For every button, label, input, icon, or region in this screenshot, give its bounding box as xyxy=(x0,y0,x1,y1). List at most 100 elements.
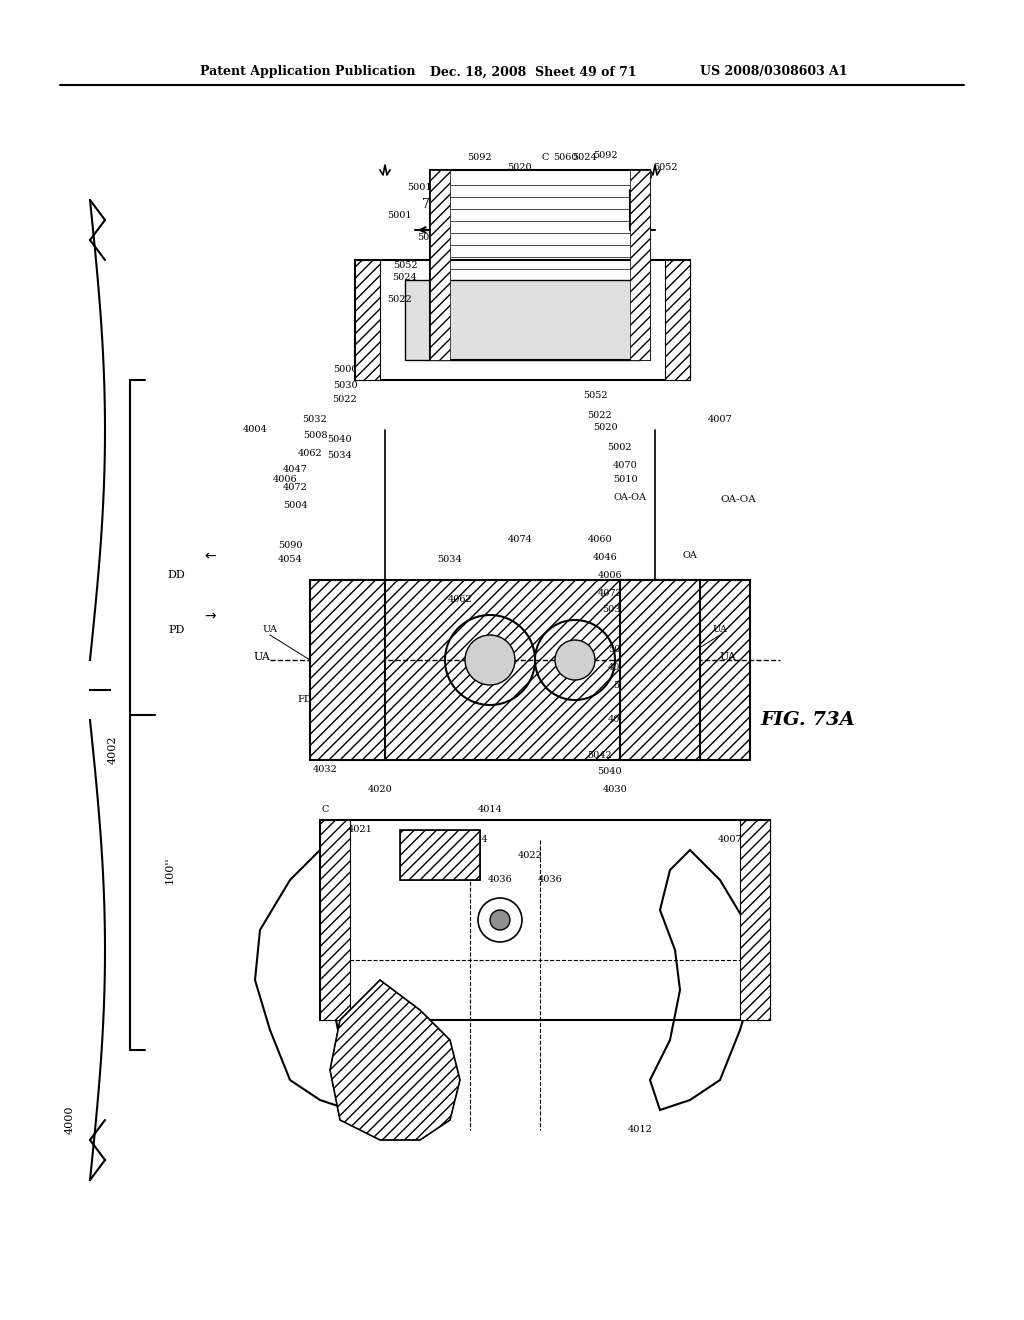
Text: 100'': 100'' xyxy=(165,857,175,884)
Text: 5034: 5034 xyxy=(437,556,463,565)
Text: 4040: 4040 xyxy=(333,635,357,644)
Text: 4072: 4072 xyxy=(598,589,623,598)
Text: 4070: 4070 xyxy=(612,461,637,470)
Bar xyxy=(400,830,480,880)
Text: UA: UA xyxy=(713,626,727,635)
Text: 5022: 5022 xyxy=(588,411,612,420)
Text: 5094: 5094 xyxy=(612,681,637,689)
Text: 4020: 4020 xyxy=(368,785,392,795)
Polygon shape xyxy=(330,979,460,1140)
Text: 5001: 5001 xyxy=(408,183,432,193)
Text: 5022: 5022 xyxy=(388,296,413,305)
Text: 5020: 5020 xyxy=(593,424,617,433)
Text: 5092: 5092 xyxy=(468,153,493,162)
Text: 4030: 4030 xyxy=(603,785,628,795)
Text: 5024: 5024 xyxy=(392,273,418,282)
Bar xyxy=(620,579,700,760)
Bar xyxy=(400,830,480,880)
Text: 4000: 4000 xyxy=(65,1106,75,1134)
Text: 4074: 4074 xyxy=(508,536,532,544)
Bar xyxy=(355,260,380,380)
Text: Patent Application Publication: Patent Application Publication xyxy=(200,66,416,78)
Text: 4014: 4014 xyxy=(477,805,503,814)
Text: 5042: 5042 xyxy=(588,751,612,759)
Circle shape xyxy=(465,635,515,685)
Text: 5094: 5094 xyxy=(463,836,487,845)
Text: 5030: 5030 xyxy=(333,380,357,389)
Text: 5002: 5002 xyxy=(607,444,632,453)
Text: 4050: 4050 xyxy=(607,664,632,672)
Text: FD: FD xyxy=(298,696,312,705)
Bar xyxy=(355,260,690,380)
Bar xyxy=(310,579,385,760)
Text: 5008: 5008 xyxy=(303,430,328,440)
Bar xyxy=(630,170,650,360)
Text: $\rightarrow$: $\rightarrow$ xyxy=(202,609,218,622)
Text: 4007: 4007 xyxy=(708,416,732,425)
Text: 4002: 4002 xyxy=(108,735,118,764)
Text: 5090: 5090 xyxy=(278,540,302,549)
Bar xyxy=(406,280,640,360)
Bar xyxy=(310,579,385,760)
Text: 4022: 4022 xyxy=(517,850,543,859)
Text: 4034: 4034 xyxy=(607,715,633,725)
Text: SD: SD xyxy=(652,715,668,725)
Text: UA: UA xyxy=(262,626,278,635)
Text: 4036: 4036 xyxy=(487,875,512,884)
Bar xyxy=(665,260,690,380)
Text: $\leftarrow$: $\leftarrow$ xyxy=(202,548,218,562)
Text: 5010: 5010 xyxy=(612,475,637,484)
Bar xyxy=(740,820,770,1020)
Text: 4046: 4046 xyxy=(593,553,617,562)
Text: 5080: 5080 xyxy=(628,173,652,182)
Text: 5052: 5052 xyxy=(392,260,418,269)
Text: 4007: 4007 xyxy=(718,836,742,845)
Text: 5052: 5052 xyxy=(583,391,607,400)
Text: 4062: 4062 xyxy=(447,595,472,605)
Text: 4047: 4047 xyxy=(283,466,307,474)
Text: 75: 75 xyxy=(422,198,438,211)
Circle shape xyxy=(555,640,595,680)
Text: 4021: 4021 xyxy=(347,825,373,834)
Text: 5092: 5092 xyxy=(593,150,617,160)
Text: 5042: 5042 xyxy=(418,234,442,243)
Bar xyxy=(430,170,450,360)
Text: 4060: 4060 xyxy=(588,536,612,544)
Text: 5022: 5022 xyxy=(333,396,357,404)
Text: DD: DD xyxy=(167,570,185,579)
Bar xyxy=(319,820,350,1020)
Text: 75: 75 xyxy=(632,198,648,211)
Text: 4032: 4032 xyxy=(312,766,338,775)
Bar xyxy=(319,820,770,1020)
Text: 4012: 4012 xyxy=(628,1126,652,1134)
Text: 4006: 4006 xyxy=(598,570,623,579)
Text: 4026: 4026 xyxy=(312,751,337,759)
Text: C: C xyxy=(542,153,549,162)
Text: 4072: 4072 xyxy=(283,483,307,492)
Text: 5060: 5060 xyxy=(553,153,578,162)
Bar xyxy=(620,579,700,760)
Text: 4052: 4052 xyxy=(333,665,357,675)
Text: 4054: 4054 xyxy=(278,556,302,565)
Text: 5004: 5004 xyxy=(283,500,307,510)
Text: 5032: 5032 xyxy=(303,416,328,425)
Text: OA-OA: OA-OA xyxy=(720,495,756,504)
Text: 5020: 5020 xyxy=(508,164,532,173)
Text: 4004: 4004 xyxy=(243,425,267,434)
Text: Dec. 18, 2008  Sheet 49 of 71: Dec. 18, 2008 Sheet 49 of 71 xyxy=(430,66,637,78)
Text: 4044: 4044 xyxy=(333,651,357,660)
Text: US 2008/0308603 A1: US 2008/0308603 A1 xyxy=(700,66,848,78)
Text: 4024: 4024 xyxy=(323,730,347,739)
Text: 5024: 5024 xyxy=(572,153,597,162)
Text: C: C xyxy=(322,805,329,814)
Text: UA: UA xyxy=(720,652,737,663)
Text: 5034: 5034 xyxy=(328,450,352,459)
Text: 4042: 4042 xyxy=(323,715,347,725)
Text: 5033: 5033 xyxy=(603,606,628,615)
Text: PD: PD xyxy=(169,624,185,635)
Bar xyxy=(430,170,650,360)
Text: 4006: 4006 xyxy=(272,475,297,484)
Text: 4036: 4036 xyxy=(538,875,562,884)
Text: 5001: 5001 xyxy=(388,210,413,219)
Text: 5052: 5052 xyxy=(652,164,677,173)
